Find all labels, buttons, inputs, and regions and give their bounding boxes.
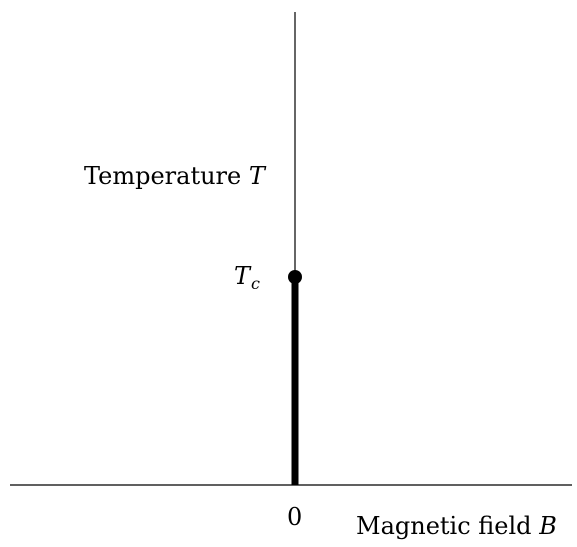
y-axis-label-symbol: T xyxy=(248,162,265,190)
y-axis-label-text: Temperature xyxy=(84,162,249,190)
critical-point-dot xyxy=(288,270,302,284)
x-axis-label-symbol: B xyxy=(539,512,557,540)
x-axis-label-text: Magnetic field xyxy=(356,512,540,540)
critical-point-subscript: c xyxy=(251,274,260,293)
y-axis-label: Temperature T xyxy=(84,164,265,188)
critical-point-symbol: T xyxy=(234,262,251,290)
critical-point-label: Tc xyxy=(234,262,260,292)
x-axis-label: Magnetic field B xyxy=(356,514,557,538)
origin-tick-label: 0 xyxy=(287,503,303,531)
